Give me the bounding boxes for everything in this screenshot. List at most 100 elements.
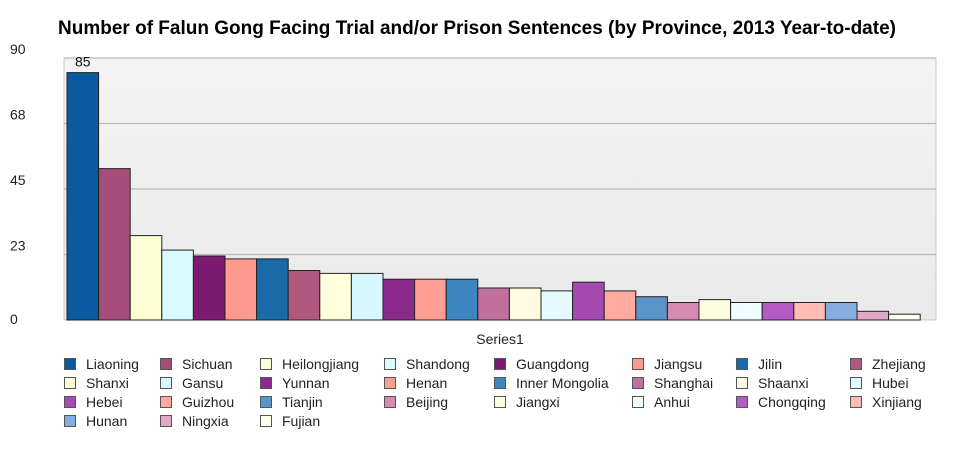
legend-swatch <box>260 415 272 427</box>
legend-label: Anhui <box>654 394 690 410</box>
bar-sichuan <box>98 168 131 321</box>
legend-label: Heilongjiang <box>282 356 360 372</box>
legend-label: Henan <box>406 375 448 391</box>
legend-swatch <box>494 396 506 408</box>
y-tick-label: 68 <box>10 107 26 123</box>
legend-item: Sichuan <box>160 355 233 373</box>
bar-yunnan <box>382 278 416 321</box>
legend-item: Xinjiang <box>850 393 922 411</box>
bar-shanxi <box>319 272 352 321</box>
legend-item: Yunnan <box>260 374 330 392</box>
legend-label: Sichuan <box>182 356 233 372</box>
legend-label: Inner Mongolia <box>516 375 609 391</box>
bar-tianjin <box>635 296 668 321</box>
y-tick-label: 0 <box>10 311 18 327</box>
legend-label: Liaoning <box>86 356 139 372</box>
y-tick-label: 90 <box>10 41 26 57</box>
bar-hubei <box>540 290 574 321</box>
bar-zhejiang <box>287 270 321 321</box>
bar-ningxia <box>856 310 890 321</box>
legend-swatch <box>64 396 76 408</box>
bar-hunan <box>824 302 858 321</box>
legend-item: Shaanxi <box>736 374 809 392</box>
legend-swatch <box>494 377 506 389</box>
legend-swatch <box>384 396 396 408</box>
y-tick-label: 23 <box>10 238 26 254</box>
bar-shandong <box>161 249 194 321</box>
legend-swatch <box>850 377 862 389</box>
legend-label: Guangdong <box>516 356 590 372</box>
bar-hebei <box>572 281 605 321</box>
legend-label: Hubei <box>872 375 909 391</box>
legend-item: Gansu <box>160 374 223 392</box>
legend-label: Jilin <box>758 356 783 372</box>
bar-liaoning <box>66 72 100 321</box>
legend-swatch <box>160 377 172 389</box>
legend-label: Hunan <box>86 413 128 429</box>
bar-gansu <box>350 272 384 321</box>
bar-guizhou <box>603 290 637 321</box>
x-axis-label: Series1 <box>476 331 524 347</box>
legend-label: Yunnan <box>282 375 330 391</box>
legend-swatch <box>64 377 76 389</box>
bar-chongqing <box>761 302 795 321</box>
chart-title: Number of Falun Gong Facing Trial and/or… <box>58 18 896 39</box>
legend-item: Fujian <box>260 412 320 430</box>
legend-label: Guizhou <box>182 394 235 410</box>
legend-label: Tianjin <box>282 394 323 410</box>
bar-fujian <box>888 313 921 321</box>
legend-swatch <box>384 377 396 389</box>
legend-item: Shandong <box>384 355 470 373</box>
legend-swatch <box>384 358 396 370</box>
legend-swatch <box>850 358 862 370</box>
legend-swatch <box>260 396 272 408</box>
bar-shanghai <box>477 287 510 321</box>
legend-item: Liaoning <box>64 355 139 373</box>
legend-item: Jiangsu <box>632 355 702 373</box>
legend-item: Shanghai <box>632 374 713 392</box>
legend-item: Hebei <box>64 393 123 411</box>
legend-swatch <box>632 358 644 370</box>
legend-swatch <box>260 358 272 370</box>
legend-item: Ningxia <box>160 412 229 430</box>
bar-guangdong <box>192 255 226 321</box>
legend-label: Hebei <box>86 394 123 410</box>
legend-label: Jiangxi <box>516 394 560 410</box>
legend-item: Anhui <box>632 393 690 411</box>
bar-shaanxi <box>508 287 542 321</box>
legend-swatch <box>64 358 76 370</box>
y-tick-label: 45 <box>10 172 26 188</box>
legend-label: Ningxia <box>182 413 229 429</box>
legend-item: Guangdong <box>494 355 589 373</box>
bar-heilongjiang <box>129 235 163 321</box>
legend-label: Chongqing <box>758 394 826 410</box>
data-label: 85 <box>75 54 91 70</box>
legend-swatch <box>850 396 862 408</box>
legend-swatch <box>632 396 644 408</box>
legend-item: Jiangxi <box>494 393 560 411</box>
bar-jiangsu <box>224 258 258 321</box>
legend-swatch <box>736 377 748 389</box>
legend-item: Guizhou <box>160 393 234 411</box>
bar-anhui <box>730 302 763 321</box>
bar-chart: 0 23 45 68 90 85 Series1 <box>10 41 937 347</box>
legend-item: Henan <box>384 374 447 392</box>
legend-item: Hunan <box>64 412 127 430</box>
legend-swatch <box>260 377 272 389</box>
legend-label: Fujian <box>282 413 321 429</box>
bar-jiangxi <box>698 299 732 321</box>
legend-item: Shanxi <box>64 374 129 392</box>
legend-item: Beijing <box>384 393 448 411</box>
legend-label: Xinjiang <box>872 394 922 410</box>
legend-item: Zhejiang <box>850 355 926 373</box>
legend-item: Tianjin <box>260 393 323 411</box>
legend-label: Shanxi <box>86 375 129 391</box>
legend-swatch <box>160 415 172 427</box>
legend-label: Gansu <box>182 375 224 391</box>
legend-label: Jiangsu <box>654 356 703 372</box>
legend-item: Hubei <box>850 374 909 392</box>
legend-swatch <box>632 377 644 389</box>
legend-swatch <box>64 415 76 427</box>
bar-inner-mongolia <box>445 278 479 321</box>
legend-label: Beijing <box>406 394 449 410</box>
